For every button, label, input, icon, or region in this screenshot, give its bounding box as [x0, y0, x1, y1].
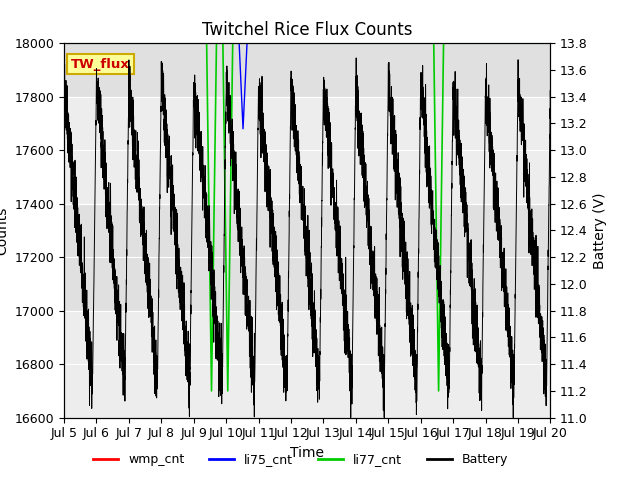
- Legend: wmp_cnt, li75_cnt, li77_cnt, Battery: wmp_cnt, li75_cnt, li77_cnt, Battery: [88, 448, 514, 471]
- Bar: [64, 96, 550, 204]
- Title: Twitchel Rice Flux Counts: Twitchel Rice Flux Counts: [202, 21, 412, 39]
- Y-axis label: Counts: Counts: [0, 206, 9, 254]
- Text: TW_flux: TW_flux: [71, 58, 130, 71]
- Y-axis label: Battery (V): Battery (V): [593, 192, 607, 269]
- Bar: [64, 311, 550, 418]
- X-axis label: Time: Time: [290, 446, 324, 460]
